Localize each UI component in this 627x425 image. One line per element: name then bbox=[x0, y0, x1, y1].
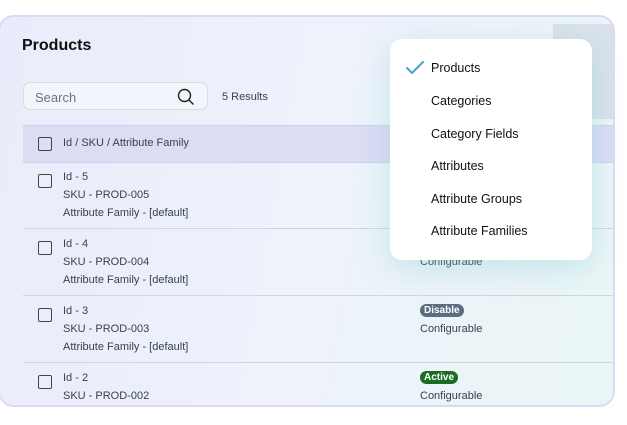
menu-item-attribute-groups[interactable]: Attribute Groups bbox=[431, 192, 523, 206]
section-dropdown-menu: Products Categories Category Fields Attr… bbox=[390, 39, 592, 260]
page-title: Products bbox=[22, 37, 92, 54]
row-sku: SKU - PROD-005 bbox=[63, 189, 150, 201]
table-row: Id - 2 SKU - PROD-002 Active Configurabl… bbox=[23, 363, 613, 405]
row-checkbox[interactable] bbox=[38, 174, 52, 188]
select-all-checkbox[interactable] bbox=[38, 137, 52, 151]
row-id: Id - 3 bbox=[63, 305, 89, 317]
row-family: Attribute Family - [default] bbox=[63, 274, 189, 286]
menu-item-attributes[interactable]: Attributes bbox=[431, 159, 484, 173]
search-input[interactable] bbox=[33, 89, 177, 106]
row-checkbox[interactable] bbox=[38, 375, 52, 389]
table-row: Id - 5 SKU - PROD-005 Attribute Family -… bbox=[23, 162, 613, 229]
search-icon[interactable] bbox=[177, 88, 195, 106]
row-family: Attribute Family - [default] bbox=[63, 207, 189, 219]
menu-item-category-fields[interactable]: Category Fields bbox=[431, 127, 519, 141]
row-id: Id - 2 bbox=[63, 372, 89, 384]
checkmark-icon bbox=[406, 61, 424, 74]
row-type: Configurable bbox=[420, 323, 483, 335]
search-box[interactable] bbox=[23, 82, 208, 110]
menu-item-products[interactable]: Products bbox=[431, 61, 481, 75]
row-sku: SKU - PROD-003 bbox=[63, 323, 150, 335]
status-badge: Disable bbox=[420, 304, 464, 317]
status-badge: Active bbox=[420, 371, 459, 384]
row-family: Attribute Family - [default] bbox=[63, 341, 189, 353]
results-count: 5 Results bbox=[222, 91, 268, 103]
row-sku: SKU - PROD-004 bbox=[63, 256, 150, 268]
row-sku: SKU - PROD-002 bbox=[63, 390, 150, 402]
table-row: Id - 3 SKU - PROD-003 Attribute Family -… bbox=[23, 296, 613, 363]
column-header-id-sku-family: Id / SKU / Attribute Family bbox=[63, 137, 189, 149]
menu-item-categories[interactable]: Categories bbox=[431, 94, 492, 108]
row-type: Configurable bbox=[420, 390, 483, 402]
menu-item-attribute-families[interactable]: Attribute Families bbox=[431, 224, 528, 238]
row-id: Id - 5 bbox=[63, 171, 89, 183]
row-checkbox[interactable] bbox=[38, 241, 52, 255]
row-checkbox[interactable] bbox=[38, 308, 52, 322]
row-id: Id - 4 bbox=[63, 238, 89, 250]
